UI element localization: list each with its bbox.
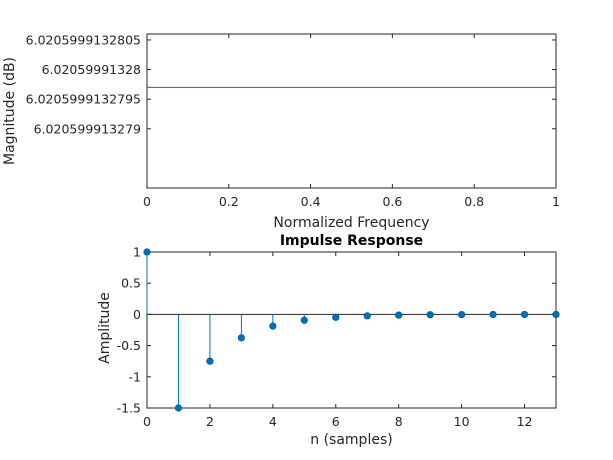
impulse-marker: [489, 310, 497, 319]
impulse-y-tick-label: 0: [133, 307, 141, 322]
magnitude-y-tick-label: 6.020599913279: [34, 121, 141, 136]
impulse-marker: [395, 311, 403, 319]
magnitude-x-tick-label: 0: [143, 194, 151, 209]
impulse-marker: [552, 310, 560, 319]
magnitude-x-axis-label: Normalized Frequency: [273, 215, 429, 231]
impulse-y-tick-label: 1: [133, 245, 141, 260]
impulse-x-tick-label: 8: [395, 414, 403, 429]
impulse-marker: [458, 310, 466, 319]
magnitude-y-tick-label: 6.0205999132795: [26, 92, 141, 107]
impulse-y-axis-label: Amplitude: [97, 292, 113, 364]
impulse-marker: [269, 322, 277, 330]
magnitude-x-tick-label: 0.6: [382, 194, 402, 209]
impulse-marker: [174, 404, 183, 412]
impulse-marker: [520, 310, 529, 319]
magnitude-x-tick-label: 1: [552, 194, 560, 209]
impulse-x-tick-label: 10: [454, 414, 470, 429]
impulse-marker: [332, 313, 340, 321]
impulse-x-tick-label: 4: [269, 414, 277, 429]
magnitude-axes: Normalized Frequency Magnitude (dB) 0 0.2…: [2, 32, 560, 231]
magnitude-plot-area: [146, 33, 557, 189]
impulse-marker: [237, 334, 245, 342]
impulse-x-axis-label: n (samples): [310, 432, 392, 448]
magnitude-x-tick-label: 0.2: [219, 194, 239, 209]
impulse-x-tick-label: 6: [332, 414, 340, 429]
magnitude-y-axis-label: Magnitude (dB): [2, 57, 18, 165]
impulse-marker: [426, 311, 434, 319]
impulse-marker: [206, 357, 214, 365]
impulse-y-tick-label: -0.5: [117, 338, 141, 353]
impulse-x-tick-label: 0: [143, 414, 151, 429]
impulse-marker: [143, 248, 151, 256]
impulse-y-tick-label: -1.5: [117, 401, 141, 416]
impulse-marker: [363, 312, 371, 320]
magnitude-y-tick-label: 6.02059991328: [42, 62, 141, 77]
impulse-marker: [300, 316, 308, 324]
impulse-x-tick-label: 2: [206, 414, 214, 429]
impulse-plot-area: [146, 251, 557, 409]
impulse-y-tick-label: 0.5: [121, 276, 141, 291]
magnitude-x-tick-label: 0.4: [301, 194, 321, 209]
impulse-title: Impulse Response: [280, 233, 423, 249]
magnitude-y-tick-label: 6.0205999132805: [26, 32, 141, 47]
impulse-axes: Impulse Response n (samples) Amplitude 0…: [97, 233, 560, 448]
magnitude-x-tick-label: 0.8: [464, 194, 484, 209]
impulse-x-tick-label: 12: [517, 414, 533, 429]
impulse-y-tick-label: -1: [129, 369, 141, 384]
